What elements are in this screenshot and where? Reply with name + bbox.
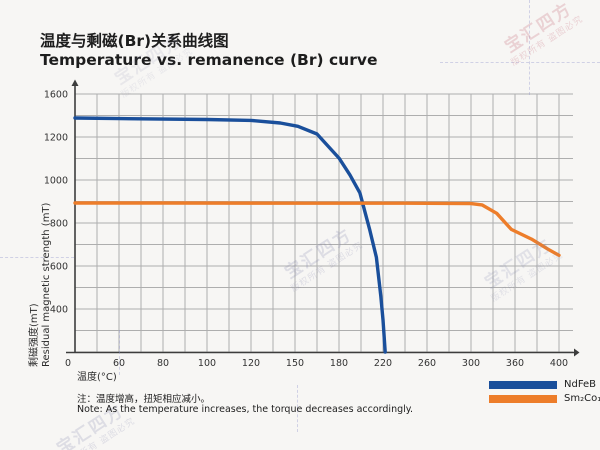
legend-swatch-ndfeb — [489, 381, 557, 389]
x-tick-label: 80 — [157, 358, 169, 369]
legend-item-ndfeb: NdFeB — [489, 380, 600, 390]
curve-ndfeb — [73, 116, 387, 354]
x-tick-label: 0 — [65, 358, 71, 369]
watermark-guide-line — [0, 257, 74, 258]
x-tick-label: 220 — [374, 358, 392, 369]
x-tick-label: 120 — [242, 358, 260, 369]
y-axis-title-english: Residual magnetic strength (mT) — [41, 202, 52, 367]
chart-legend: NdFeB Sm₂Co₁₇ — [489, 380, 600, 408]
watermark-guide-line — [119, 330, 120, 375]
watermark-guide-line — [297, 385, 298, 432]
legend-label-sm2co17: Sm₂Co₁₇ — [564, 393, 600, 404]
footnote-chinese: 注：温度增高，扭矩相应减小。 — [77, 394, 211, 405]
page-title-chinese: 温度与剩磁(Br)关系曲线图 — [40, 32, 229, 50]
y-tick-label: 1600 — [44, 90, 68, 101]
x-tick-label: 300 — [462, 358, 480, 369]
y-tick-label: 600 — [50, 262, 68, 273]
y-tick-label: 1000 — [44, 176, 68, 187]
y-tick-label: 1200 — [44, 133, 68, 144]
y-tick-label: 400 — [50, 305, 68, 316]
chart-axes — [66, 79, 580, 357]
footnote-english: Note: As the temperature increases, the … — [77, 404, 414, 415]
x-tick-label: 150 — [286, 358, 304, 369]
curve-smco — [73, 201, 561, 258]
legend-swatch-sm2co17 — [489, 395, 557, 403]
chart-curves — [73, 116, 561, 354]
x-tick-label: 360 — [506, 358, 524, 369]
y-axis-title-chinese: 剩磁强度(mT) — [29, 303, 40, 367]
watermark-guide-line — [440, 62, 600, 63]
x-tick-label: 180 — [330, 358, 348, 369]
x-tick-label: 400 — [550, 358, 568, 369]
x-axis-title: 温度(°C) — [77, 372, 117, 383]
legend-label-ndfeb: NdFeB — [564, 379, 597, 390]
x-tick-label: 260 — [418, 358, 436, 369]
x-tick-label: 100 — [198, 358, 216, 369]
x-tick-label: 60 — [113, 358, 125, 369]
chart-tick-labels: 0 60 80 100 120 150 180 220 260 300 360 400 1600 1200… — [44, 90, 568, 370]
y-tick-label: 800 — [50, 219, 68, 230]
chart-gridlines — [74, 93, 573, 353]
watermark-guide-line — [529, 0, 530, 95]
page-title-english: Temperature vs. remanence (Br) curve — [40, 51, 378, 69]
legend-item-sm2co17: Sm₂Co₁₇ — [489, 394, 600, 404]
